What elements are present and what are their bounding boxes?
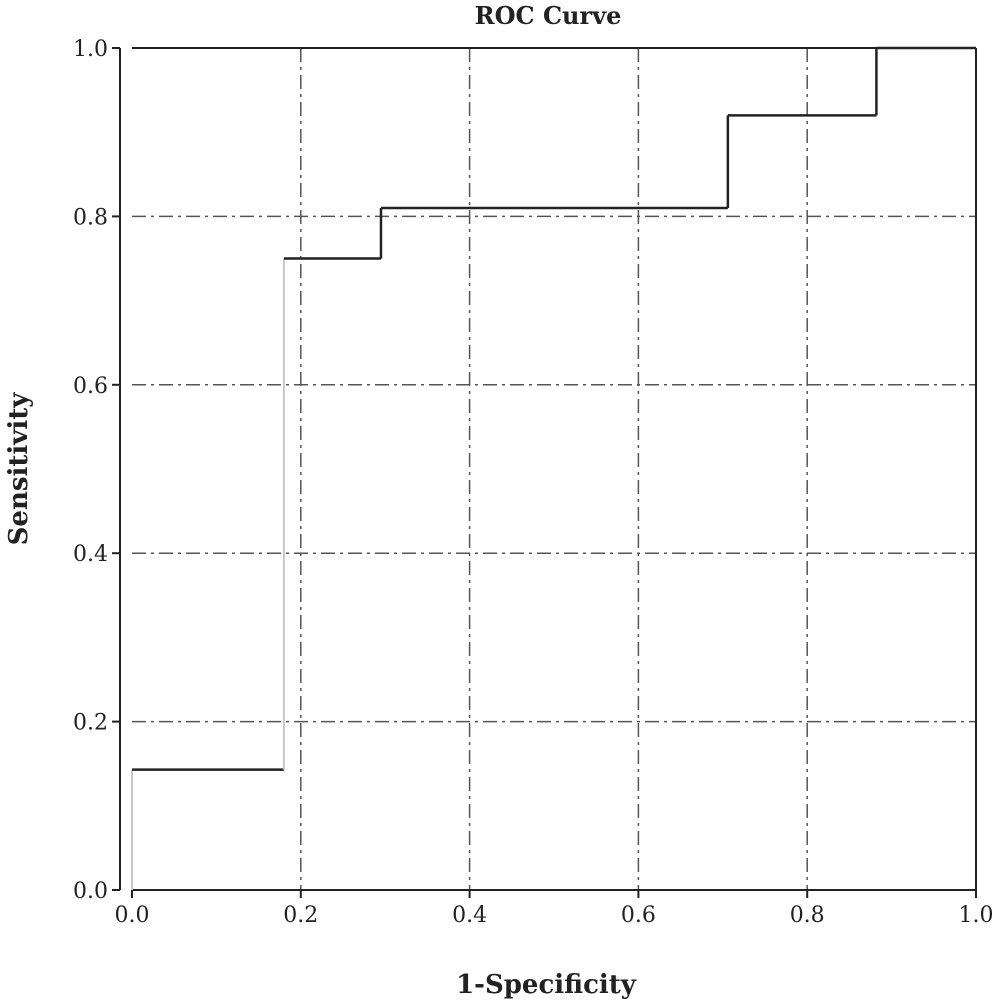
axes (112, 47, 977, 898)
chart-title: ROC Curve (475, 1, 622, 30)
x-tick-label-0: 0.0 (115, 903, 150, 928)
x-tick-label-3: 0.6 (621, 903, 656, 928)
roc-curve (131, 46, 976, 890)
y-tick-label-1: 0.2 (73, 711, 108, 736)
grid-lines (132, 48, 976, 890)
x-tick-label-4: 0.8 (790, 903, 825, 928)
y-tick-label-0: 0.0 (73, 879, 108, 904)
y-tick-label-2: 0.4 (73, 542, 108, 567)
y-axis-title: Sensitivity (4, 392, 34, 546)
x-tick-label-1: 0.2 (283, 903, 318, 928)
tick-labels: 0.0 0.2 0.4 0.6 0.8 1.0 0.0 0.2 0.4 0.6 0.8 1.0 (73, 37, 994, 928)
x-axis-title: 1-Specificity (456, 970, 637, 1000)
y-tick-label-3: 0.6 (73, 374, 108, 399)
y-tick-label-5: 1.0 (73, 37, 108, 62)
y-tick-label-4: 0.8 (73, 205, 108, 230)
x-tick-label-5: 1.0 (959, 903, 994, 928)
x-tick-label-2: 0.4 (452, 903, 487, 928)
